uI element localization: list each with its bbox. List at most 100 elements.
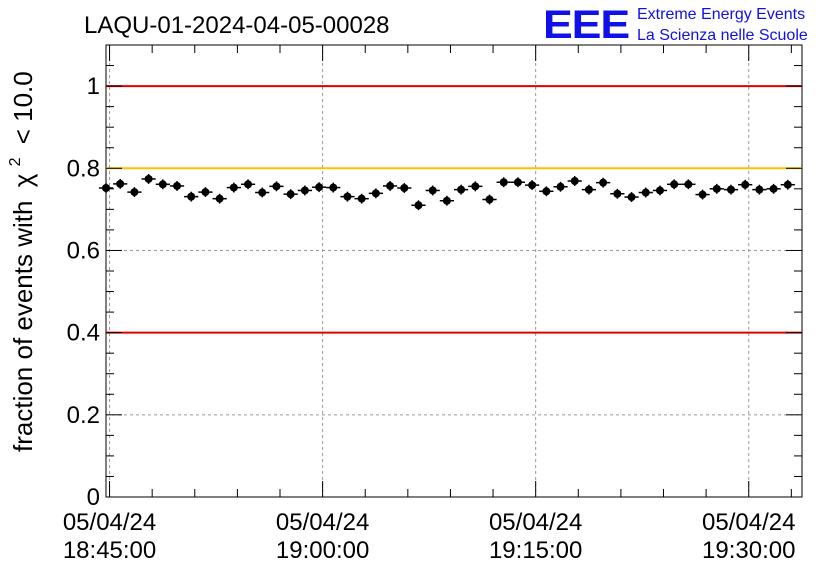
- data-point: [496, 177, 511, 188]
- y-tick-label: 0.2: [67, 402, 100, 429]
- logo-line-2: La Scienza nelle Scuole: [637, 27, 808, 44]
- data-point: [255, 187, 270, 198]
- data-point: [454, 184, 469, 195]
- data-point: [709, 183, 724, 194]
- data-point: [326, 182, 341, 193]
- point-marker: [712, 184, 721, 193]
- point-marker: [513, 178, 522, 187]
- data-point: [269, 181, 284, 192]
- data-point: [525, 180, 540, 191]
- point-marker: [215, 194, 224, 203]
- data-point: [311, 182, 327, 193]
- data-point: [681, 179, 696, 190]
- data-point: [354, 193, 369, 204]
- data-point: [738, 179, 753, 190]
- point-marker: [158, 180, 167, 189]
- point-marker: [485, 195, 494, 204]
- point-marker: [357, 194, 366, 203]
- logo-letters: EEE: [543, 3, 629, 47]
- y-tick-label: 0.4: [67, 320, 100, 347]
- point-marker: [528, 181, 537, 190]
- data-point: [539, 186, 554, 197]
- data-point: [198, 187, 213, 198]
- x-tick-label-time: 19:30:00: [702, 537, 795, 564]
- data-point: [226, 182, 241, 193]
- data-point: [638, 187, 653, 198]
- x-tick-label-date: 05/04/24: [489, 509, 582, 536]
- point-marker: [442, 196, 451, 205]
- point-marker: [272, 182, 281, 191]
- x-tick-label-time: 18:45:00: [63, 537, 156, 564]
- data-point: [439, 195, 454, 206]
- y-tick-label: 0.6: [67, 237, 100, 264]
- logo-line-1: Extreme Energy Events: [637, 6, 805, 23]
- point-marker: [386, 181, 395, 190]
- point-marker: [499, 178, 508, 187]
- y-axis-label-text: fraction of events with: [8, 201, 38, 452]
- point-marker: [414, 201, 423, 210]
- data-point: [468, 181, 483, 192]
- data-point: [297, 185, 312, 196]
- point-marker: [641, 188, 650, 197]
- point-marker: [741, 180, 750, 189]
- data-point: [184, 191, 199, 202]
- x-axis: 05/04/2418:45:0005/04/2419:00:0005/04/24…: [63, 45, 795, 564]
- data-point: [723, 184, 739, 195]
- point-marker: [201, 188, 210, 197]
- data-point: [169, 181, 185, 191]
- data-point: [766, 183, 781, 194]
- point-marker: [258, 188, 267, 197]
- data-point: [624, 192, 639, 202]
- chart-title: LAQU-01-2024-04-05-00028: [84, 12, 390, 39]
- y-axis: 0 0.2 0.4 0.6 0.8 1: [67, 44, 802, 511]
- point-marker: [428, 186, 437, 195]
- grid-lines: [106, 45, 802, 497]
- point-marker: [599, 178, 608, 187]
- point-marker: [542, 187, 551, 196]
- point-marker: [315, 183, 324, 192]
- point-marker: [144, 174, 153, 183]
- point-marker: [116, 179, 125, 188]
- point-marker: [726, 185, 735, 194]
- data-point: [567, 176, 582, 186]
- reference-lines: [106, 85, 802, 334]
- data-point: [596, 177, 611, 188]
- data-point: [667, 179, 682, 190]
- point-marker: [300, 186, 309, 195]
- data-point: [141, 174, 156, 184]
- x-tick-label-time: 19:15:00: [489, 537, 582, 564]
- point-marker: [556, 182, 565, 191]
- data-point: [752, 184, 767, 195]
- data-point: [368, 188, 383, 199]
- data-point: [610, 188, 625, 199]
- data-point: [553, 181, 568, 192]
- data-point: [340, 191, 355, 202]
- point-marker: [371, 189, 380, 198]
- y-axis-label-suffix: < 10.0: [8, 71, 38, 144]
- point-marker: [130, 188, 139, 197]
- y-tick-label: 0: [87, 484, 100, 511]
- y-tick-label: 0.8: [67, 155, 100, 182]
- data-points: [98, 174, 795, 211]
- point-marker: [670, 180, 679, 189]
- data-point: [397, 183, 412, 193]
- data-point: [780, 179, 795, 190]
- point-marker: [187, 192, 196, 201]
- data-point: [695, 189, 710, 200]
- point-marker: [584, 185, 593, 194]
- eee-logo: EEE Extreme Energy Events La Scienza nel…: [543, 3, 808, 47]
- y-tick-label: 1: [87, 73, 100, 100]
- point-marker: [244, 180, 253, 189]
- point-marker: [655, 186, 664, 195]
- data-point: [581, 184, 597, 195]
- x-tick-label-date: 05/04/24: [702, 509, 795, 536]
- point-marker: [627, 193, 636, 202]
- data-point: [425, 185, 440, 196]
- point-marker: [698, 190, 707, 199]
- data-point: [113, 178, 128, 189]
- point-marker: [343, 192, 352, 201]
- data-point: [240, 179, 256, 190]
- y-axis-label-superscript: 2: [7, 157, 24, 166]
- data-point: [510, 177, 526, 188]
- point-marker: [570, 177, 579, 186]
